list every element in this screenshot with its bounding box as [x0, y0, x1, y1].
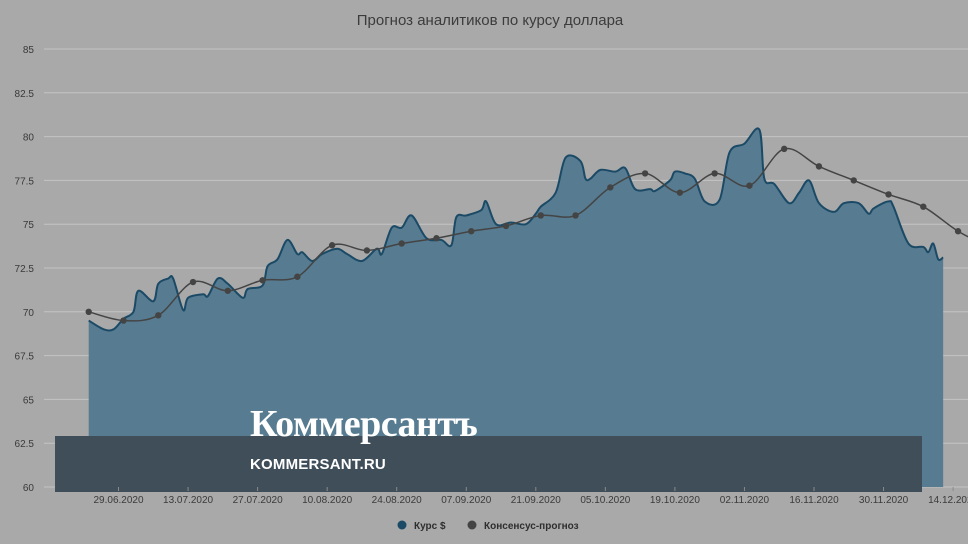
- consensus-point[interactable]: [468, 228, 475, 235]
- x-tick-label: 21.09.2020: [511, 495, 561, 506]
- consensus-point[interactable]: [885, 191, 892, 198]
- consensus-point[interactable]: [259, 277, 266, 284]
- y-tick-label: 77.5: [15, 176, 35, 187]
- consensus-point[interactable]: [502, 222, 510, 230]
- x-tick-label: 13.07.2020: [163, 495, 213, 506]
- x-tick-label: 30.11.2020: [859, 495, 909, 506]
- chart-title: Прогноз аналитиков по курсу доллара: [357, 12, 624, 29]
- consensus-point[interactable]: [398, 240, 405, 247]
- y-tick-label: 82.5: [15, 89, 35, 100]
- watermark-band: [55, 436, 922, 492]
- consensus-point[interactable]: [433, 235, 440, 242]
- area-line-usd: [88, 127, 944, 332]
- consensus-point[interactable]: [224, 287, 232, 294]
- consensus-point[interactable]: [572, 212, 579, 219]
- x-tick-label: 29.06.2020: [93, 495, 143, 506]
- x-tick-label: 27.07.2020: [233, 495, 283, 506]
- consensus-point[interactable]: [189, 278, 197, 286]
- consensus-point[interactable]: [607, 184, 614, 191]
- consensus-point[interactable]: [641, 170, 649, 177]
- plot-area: [85, 127, 968, 487]
- consensus-point[interactable]: [954, 228, 962, 235]
- legend-label-consensus[interactable]: Консенсус-прогноз: [484, 521, 579, 532]
- y-tick-label: 85: [23, 45, 35, 56]
- consensus-point[interactable]: [120, 317, 127, 324]
- consensus-point[interactable]: [328, 242, 336, 249]
- y-tick-label: 62.5: [15, 439, 35, 450]
- consensus-point[interactable]: [537, 212, 544, 219]
- legend-marker-consensus[interactable]: [467, 520, 477, 530]
- x-tick-label: 05.10.2020: [580, 495, 630, 506]
- x-tick-label: 14.12.2020: [928, 495, 968, 506]
- legend: Курс $ Консенсус-прогноз: [397, 520, 579, 532]
- consensus-point[interactable]: [920, 203, 927, 210]
- consensus-point[interactable]: [711, 170, 718, 177]
- y-tick-label: 80: [23, 133, 35, 144]
- consensus-point[interactable]: [746, 182, 753, 189]
- y-tick-label: 72.5: [15, 264, 35, 275]
- x-tick-label: 24.08.2020: [372, 495, 422, 506]
- x-tick-label: 02.11.2020: [720, 495, 770, 506]
- legend-label-usd[interactable]: Курс $: [414, 521, 446, 532]
- y-tick-label: 60: [23, 483, 35, 494]
- x-tick-label: 19.10.2020: [650, 495, 700, 506]
- consensus-point[interactable]: [676, 189, 684, 196]
- consensus-point[interactable]: [815, 163, 823, 170]
- x-axis: 29.06.2020 13.07.2020 27.07.2020 10.08.2020…: [93, 487, 968, 506]
- consensus-point[interactable]: [780, 145, 788, 153]
- y-axis: 60 62.5 65 67.5 70 72.5 75 77.5 80 82.5 85: [15, 45, 35, 494]
- consensus-point[interactable]: [155, 312, 162, 319]
- y-tick-label: 65: [23, 395, 35, 406]
- consensus-point[interactable]: [850, 177, 857, 184]
- consensus-point[interactable]: [294, 273, 301, 280]
- consensus-point[interactable]: [363, 247, 371, 254]
- consensus-point[interactable]: [85, 308, 92, 315]
- y-tick-label: 75: [23, 220, 35, 231]
- legend-marker-usd[interactable]: [397, 520, 407, 530]
- x-tick-label: 07.09.2020: [441, 495, 491, 506]
- x-tick-label: 16.11.2020: [789, 495, 839, 506]
- y-tick-label: 70: [23, 308, 35, 319]
- area-fill-usd: [88, 128, 944, 487]
- y-tick-label: 67.5: [15, 352, 35, 363]
- x-tick-label: 10.08.2020: [302, 495, 352, 506]
